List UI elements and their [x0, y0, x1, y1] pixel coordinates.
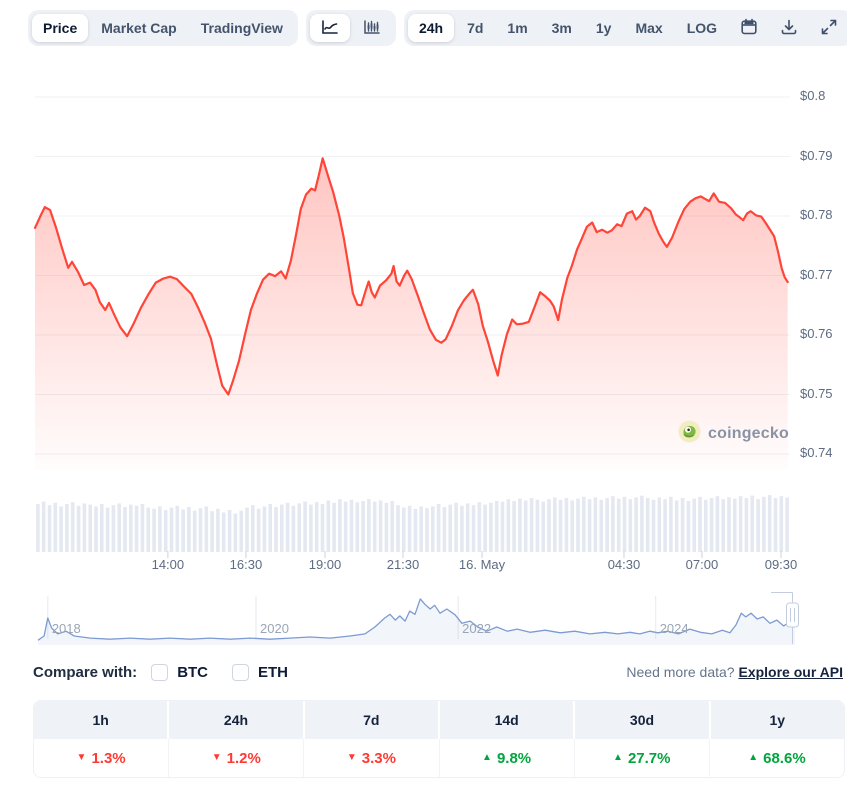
y-axis-label: $0.78 — [800, 207, 833, 222]
eth-label[interactable]: ETH — [258, 663, 289, 681]
price-area-fill — [35, 158, 788, 471]
navigator-year-label: 2022 — [462, 621, 492, 636]
perf-change-1h: ▼ 1.3% — [34, 739, 168, 777]
range-1y[interactable]: 1y — [585, 14, 623, 42]
navigator-year-label: 2018 — [51, 621, 81, 636]
fullscreen-button[interactable] — [810, 14, 847, 42]
range-1m[interactable]: 1m — [496, 14, 538, 42]
range-group: 24h 7d 1m 3m 1y Max LOG — [403, 10, 847, 46]
perf-change-value: 68.6% — [763, 749, 806, 767]
trend-arrow-icon: ▼ — [76, 751, 87, 763]
y-axis-label: $0.75 — [800, 385, 833, 401]
perf-change-7d: ▼ 3.3% — [303, 739, 438, 777]
perf-change-value: 27.7% — [627, 749, 671, 767]
range-7d[interactable]: 7d — [456, 14, 494, 42]
y-axis-label: $0.77 — [800, 266, 833, 282]
perf-change-value: 1.2% — [226, 749, 261, 767]
trend-arrow-icon: ▲ — [482, 751, 492, 763]
calendar-icon — [740, 18, 758, 39]
api-promo-text: Need more data? — [626, 664, 735, 680]
download-icon — [780, 18, 798, 39]
tab-tradingview[interactable]: TradingView — [190, 14, 294, 42]
performance-table: 1h 24h 7d 14d 30d 1y ▼ 1.3% ▼ 1.2% ▼ 3.3% ▲… — [33, 700, 845, 778]
chart-toolbar: Price Market Cap TradingView — [0, 10, 847, 46]
coingecko-gecko-logo-icon — [678, 420, 701, 448]
perf-change-value: 3.3% — [361, 749, 396, 767]
trend-arrow-icon: ▼ — [211, 751, 222, 763]
perf-change-value: 1.3% — [91, 749, 126, 767]
trend-arrow-icon: ▲ — [613, 751, 623, 763]
coingecko-watermark: coingecko — [678, 420, 789, 448]
compare-option-eth: ETH — [232, 663, 289, 681]
y-axis-label: $0.76 — [800, 326, 833, 341]
fullscreen-expand-icon — [820, 18, 838, 39]
x-axis-label: 04:30 — [607, 557, 641, 572]
y-axis-label: $0.8 — [800, 88, 826, 103]
perf-header-1y: 1y — [708, 701, 844, 739]
download-button[interactable] — [770, 14, 808, 42]
perf-header-14d: 14d — [437, 701, 573, 739]
watermark-brand-text: coingecko — [708, 425, 789, 442]
view-tab-group: Price Market Cap TradingView — [28, 10, 298, 46]
volume-bars — [36, 495, 789, 552]
navigator-selection[interactable] — [771, 592, 799, 645]
candlestick-chart-icon — [363, 20, 381, 36]
tab-price[interactable]: Price — [32, 14, 89, 42]
perf-header-7d: 7d — [302, 701, 438, 739]
perf-change-30d: ▲ 27.7% — [573, 739, 709, 777]
compare-with-label: Compare with: — [33, 663, 138, 681]
navigator-line-series — [37, 598, 796, 641]
compare-row: Compare with: BTC ETH Need more data? Ex… — [33, 660, 843, 684]
x-axis-ticks — [167, 551, 782, 558]
x-axis-label: 21:30 — [386, 557, 420, 572]
log-scale-toggle[interactable]: LOG — [676, 14, 728, 42]
btc-checkbox[interactable] — [151, 663, 169, 681]
perf-header-30d: 30d — [573, 701, 708, 739]
navigator-year-label: 2020 — [260, 621, 289, 636]
x-axis-label: 16. May — [458, 557, 506, 572]
tab-market-cap[interactable]: Market Cap — [90, 14, 187, 42]
eth-checkbox[interactable] — [232, 663, 250, 681]
perf-change-1y: ▲ 68.6% — [708, 739, 844, 777]
explore-api-link[interactable]: Explore our API — [738, 664, 843, 680]
perf-change-value: 9.8% — [496, 749, 532, 767]
line-chart-type-button[interactable] — [309, 14, 350, 42]
compare-option-btc: BTC — [151, 663, 209, 681]
navigator-area-fill — [38, 598, 795, 645]
x-axis-label: 09:30 — [764, 557, 798, 572]
x-axis-label: 14:00 — [151, 557, 185, 572]
performance-table-header: 1h 24h 7d 14d 30d 1y — [34, 701, 844, 739]
range-3m[interactable]: 3m — [541, 14, 583, 42]
history-navigator[interactable] — [37, 592, 799, 646]
candlestick-chart-type-button[interactable] — [352, 14, 392, 42]
range-24h[interactable]: 24h — [407, 14, 455, 42]
navigator-resize-handle[interactable] — [786, 602, 799, 628]
perf-header-24h: 24h — [167, 701, 302, 739]
perf-header-1h: 1h — [92, 712, 109, 728]
line-chart-icon — [321, 20, 339, 36]
y-axis-label: $0.79 — [800, 147, 833, 163]
price-chart-canvas[interactable] — [0, 0, 847, 660]
performance-table-values: ▼ 1.3% ▼ 1.2% ▼ 3.3% ▲ 9.8% ▲ 27.7% ▲ 68.6% — [34, 739, 844, 777]
perf-change-14d: ▲ 9.8% — [438, 739, 574, 777]
perf-change-24h: ▼ 1.2% — [168, 739, 303, 777]
x-axis-label: 07:00 — [685, 557, 719, 572]
btc-label[interactable]: BTC — [177, 663, 209, 681]
x-axis-label: 19:00 — [308, 557, 342, 572]
api-promo: Need more data? Explore our API — [626, 664, 843, 680]
calendar-button[interactable] — [730, 14, 768, 42]
chart-type-group — [305, 10, 396, 46]
trend-arrow-icon: ▼ — [346, 751, 357, 763]
x-axis-label: 16:30 — [229, 557, 263, 572]
range-max[interactable]: Max — [624, 14, 673, 42]
navigator-year-label: 2024 — [659, 621, 689, 636]
trend-arrow-icon: ▲ — [748, 751, 759, 763]
price-line-series — [33, 157, 789, 396]
y-axis-label: $0.74 — [800, 445, 833, 460]
